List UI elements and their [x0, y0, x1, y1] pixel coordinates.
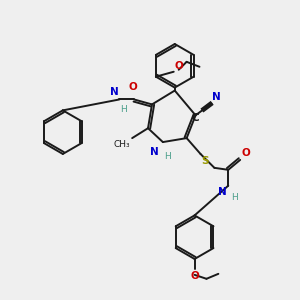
Text: H: H	[164, 152, 171, 161]
Text: N: N	[212, 92, 221, 102]
Text: O: O	[175, 61, 184, 71]
Text: CH₃: CH₃	[114, 140, 130, 149]
Text: O: O	[129, 82, 137, 92]
Text: C: C	[192, 113, 200, 123]
Text: O: O	[190, 271, 199, 281]
Text: N: N	[110, 88, 118, 98]
Text: N: N	[218, 187, 226, 197]
Text: S: S	[202, 156, 209, 166]
Text: H: H	[120, 105, 127, 114]
Text: O: O	[241, 148, 250, 158]
Text: H: H	[231, 193, 238, 202]
Text: N: N	[150, 147, 159, 157]
